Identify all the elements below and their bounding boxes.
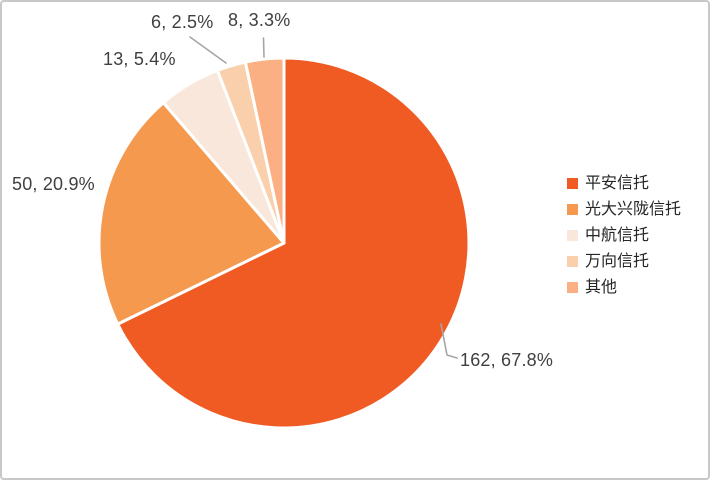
pie-slice-4 bbox=[243, 56, 286, 245]
legend-item-others: 其他 bbox=[567, 279, 681, 295]
legend-label-avic-trust: 中航信托 bbox=[585, 225, 650, 244]
leader-line-pingan bbox=[440, 323, 458, 359]
legend-item-everbright-xinglong-trust: 光大兴陇信托 bbox=[567, 201, 681, 217]
legend-item-avic-trust: 中航信托 bbox=[567, 227, 681, 243]
legend-label-others: 其他 bbox=[585, 277, 618, 296]
pie-slice-0 bbox=[116, 56, 471, 430]
data-label-avic-trust: 13, 5.4% bbox=[103, 49, 176, 69]
legend-swatch-others bbox=[567, 281, 578, 293]
legend-item-wanxiang-trust: 万向信托 bbox=[567, 253, 681, 269]
legend: 平安信托 光大兴陇信托 中航信托 万向信托 其他 bbox=[567, 175, 681, 295]
legend-label-everbright-xinglong-trust: 光大兴陇信托 bbox=[585, 199, 682, 218]
leader-line-others bbox=[262, 37, 265, 58]
data-label-wanxiang-trust: 6, 2.5% bbox=[151, 12, 214, 32]
data-label-others: 8, 3.3% bbox=[228, 10, 291, 30]
pie-slice-1 bbox=[97, 101, 286, 326]
leader-line-wanxiang bbox=[189, 36, 227, 64]
legend-item-pingan-trust: 平安信托 bbox=[567, 175, 681, 191]
legend-label-pingan-trust: 平安信托 bbox=[585, 173, 650, 192]
legend-swatch-wanxiang-trust bbox=[567, 255, 578, 267]
legend-swatch-pingan-trust bbox=[567, 177, 578, 189]
data-label-everbright-xinglong-trust: 50, 20.9% bbox=[12, 174, 95, 194]
legend-swatch-everbright-xinglong-trust bbox=[567, 203, 578, 215]
data-label-pingan-trust: 162, 67.8% bbox=[460, 350, 554, 370]
legend-label-wanxiang-trust: 万向信托 bbox=[585, 251, 650, 270]
legend-swatch-avic-trust bbox=[567, 229, 578, 241]
